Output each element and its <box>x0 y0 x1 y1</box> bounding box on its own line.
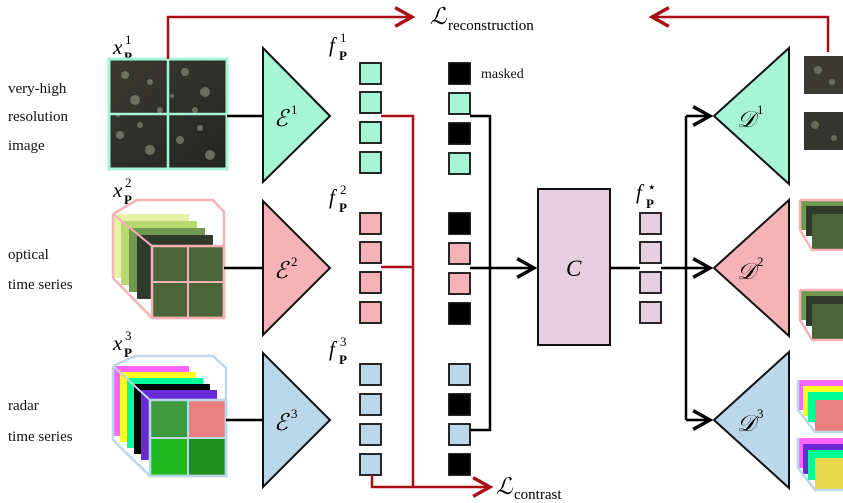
reconstruction-optical <box>798 198 843 342</box>
feature-tokens-1 <box>359 62 382 174</box>
svg-text:⋆: ⋆ <box>647 180 656 196</box>
svg-text:P: P <box>124 49 132 64</box>
masked-token-columns <box>448 62 471 476</box>
svg-text:time series: time series <box>8 429 73 445</box>
masked-token <box>448 453 471 476</box>
core-block: C <box>537 188 611 346</box>
svg-text:1: 1 <box>757 102 764 117</box>
radar-cube <box>111 354 228 478</box>
svg-text:very-high: very-high <box>8 81 67 97</box>
reconstruction-radar <box>796 380 843 492</box>
svg-text:f: f <box>636 180 645 204</box>
encoder-1: ℰ 1 <box>262 45 332 185</box>
visible-token <box>448 152 471 175</box>
loss-contrast: ℒ contrast <box>496 474 562 503</box>
svg-text:contrast: contrast <box>514 487 562 503</box>
svg-text:P: P <box>124 345 132 360</box>
visible-token <box>448 242 471 265</box>
reconstruction-vhr <box>804 56 843 150</box>
svg-text:ℰ: ℰ <box>274 410 290 435</box>
svg-text:optical: optical <box>8 247 49 263</box>
loss-reconstruction: ℒ reconstruction <box>430 4 534 34</box>
svg-text:3: 3 <box>757 406 764 421</box>
svg-text:ℰ: ℰ <box>274 106 290 131</box>
visible-token <box>448 423 471 446</box>
svg-text:ℒ: ℒ <box>496 474 513 499</box>
svg-text:P: P <box>339 48 347 63</box>
svg-text:C: C <box>566 256 582 281</box>
svg-text:3: 3 <box>125 328 132 343</box>
svg-text:x: x <box>112 331 123 355</box>
svg-text:radar: radar <box>8 398 39 414</box>
svg-text:x: x <box>112 178 123 202</box>
svg-text:2: 2 <box>340 182 347 197</box>
masked-label: masked <box>481 67 524 82</box>
input-label-3: x 3 P <box>112 328 132 360</box>
encoder-2: ℰ 2 <box>262 198 332 338</box>
svg-text:1: 1 <box>291 102 298 117</box>
svg-text:x: x <box>112 35 123 59</box>
fused-tokens <box>639 212 662 324</box>
svg-text:P: P <box>124 192 132 207</box>
svg-text:2: 2 <box>757 254 764 269</box>
svg-text:resolution: resolution <box>8 109 68 125</box>
masked-token <box>448 122 471 145</box>
feature-label-2: f 2 P <box>329 182 347 215</box>
svg-text:3: 3 <box>340 334 347 349</box>
svg-text:1: 1 <box>125 32 132 47</box>
svg-text:2: 2 <box>125 175 132 190</box>
masked-token <box>448 212 471 235</box>
modality-label-vhr: very-high resolution image <box>8 81 68 154</box>
feature-label-3: f 3 P <box>329 334 347 367</box>
vhr-image <box>107 57 229 171</box>
svg-text:f: f <box>329 185 338 209</box>
reconstruction-arrow-right <box>648 6 830 52</box>
svg-text:1: 1 <box>340 30 347 45</box>
encoder-3: ℰ 3 <box>262 350 332 490</box>
svg-text:image: image <box>8 138 45 154</box>
visible-token <box>448 92 471 115</box>
decoder-fanout <box>661 116 688 420</box>
contrast-paths <box>370 114 415 489</box>
masked-token <box>448 393 471 416</box>
svg-text:𝒟: 𝒟 <box>737 411 760 436</box>
decoder-1: 𝒟 1 <box>712 45 790 187</box>
decoder-3: 𝒟 3 <box>712 349 790 491</box>
svg-text:𝒟: 𝒟 <box>737 107 760 132</box>
decoder-2: 𝒟 2 <box>712 197 790 339</box>
input-label-2: x 2 P <box>112 175 132 207</box>
masked-to-core-lines <box>470 114 492 432</box>
svg-text:P: P <box>339 352 347 367</box>
reconstruction-arrow-left <box>166 6 416 59</box>
visible-token <box>448 272 471 295</box>
svg-text:f: f <box>329 337 338 361</box>
feature-tokens-2 <box>359 212 382 324</box>
svg-text:reconstruction: reconstruction <box>448 18 534 34</box>
svg-text:𝒟: 𝒟 <box>737 259 760 284</box>
input-label-1: x 1 P <box>112 32 132 64</box>
svg-text:f: f <box>329 33 338 57</box>
masked-token <box>448 62 471 85</box>
svg-text:P: P <box>646 196 654 211</box>
svg-text:P: P <box>339 200 347 215</box>
feature-label-1: f 1 P <box>329 30 347 63</box>
modality-label-optical: optical time series <box>8 247 73 293</box>
visible-token <box>448 363 471 386</box>
optical-cube <box>111 198 226 320</box>
feature-tokens-3 <box>359 363 382 476</box>
modality-label-radar: radar time series <box>8 398 73 445</box>
svg-text:ℰ: ℰ <box>274 258 290 283</box>
svg-text:3: 3 <box>291 406 298 421</box>
masked-token <box>448 302 471 325</box>
svg-text:ℒ: ℒ <box>430 4 447 29</box>
svg-text:time series: time series <box>8 277 73 293</box>
svg-text:2: 2 <box>291 254 298 269</box>
fused-label: f ⋆ P <box>636 180 656 211</box>
